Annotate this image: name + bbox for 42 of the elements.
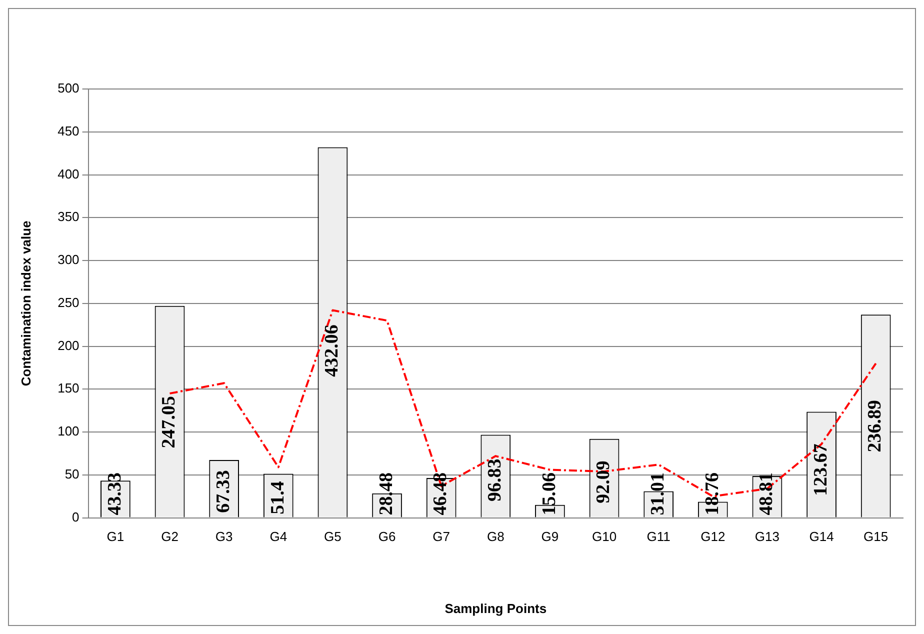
y-tick-label: 400 <box>58 166 80 182</box>
x-tick-label: G3 <box>215 529 233 544</box>
y-tick-label: 0 <box>72 509 80 524</box>
x-tick-label: G12 <box>700 529 726 544</box>
data-label: 67.33 <box>212 470 234 513</box>
data-label: 51.4 <box>267 480 288 514</box>
data-label: 31.01 <box>647 472 668 516</box>
x-axis-title: Sampling Points <box>444 600 547 616</box>
data-label: 92.09 <box>593 460 614 504</box>
x-tick-label: G4 <box>270 529 288 544</box>
x-tick-label: G6 <box>378 529 396 544</box>
data-label: 96.83 <box>484 458 506 502</box>
x-tick-label: G14 <box>809 529 834 544</box>
y-tick-label: 300 <box>58 252 80 268</box>
data-label: 432.06 <box>322 324 343 377</box>
data-label: 236.89 <box>864 400 886 452</box>
y-tick-label: 500 <box>58 80 80 96</box>
x-tick-label: G15 <box>864 529 888 544</box>
x-tick-label: G10 <box>592 529 617 544</box>
data-label: 123.67 <box>810 443 832 496</box>
y-tick-label: 250 <box>58 294 80 310</box>
data-label: 43.33 <box>104 472 126 516</box>
x-tick-label: G5 <box>324 529 342 544</box>
y-tick-label: 100 <box>58 424 80 439</box>
data-label: 46.48 <box>430 472 452 516</box>
x-tick-label: G7 <box>432 529 450 544</box>
x-tick-label: G1 <box>106 529 124 544</box>
y-tick-label: 150 <box>58 380 80 396</box>
y-axis-title: Contamination index value <box>18 220 34 386</box>
y-tick-label: 200 <box>58 338 80 353</box>
y-tick-label: 450 <box>58 123 80 138</box>
x-tick-label: G13 <box>754 529 780 544</box>
x-tick-label: G8 <box>486 529 504 544</box>
data-label: 15.06 <box>538 472 560 516</box>
data-label: 18.76 <box>702 472 723 516</box>
x-tick-label: G2 <box>161 529 178 544</box>
data-label: 247.05 <box>158 396 180 448</box>
x-tick-label: G9 <box>541 529 559 544</box>
y-tick-label: 50 <box>64 466 80 482</box>
y-tick-label: 350 <box>58 209 80 224</box>
data-label: 28.48 <box>376 472 397 516</box>
x-tick-label: G11 <box>646 529 670 544</box>
